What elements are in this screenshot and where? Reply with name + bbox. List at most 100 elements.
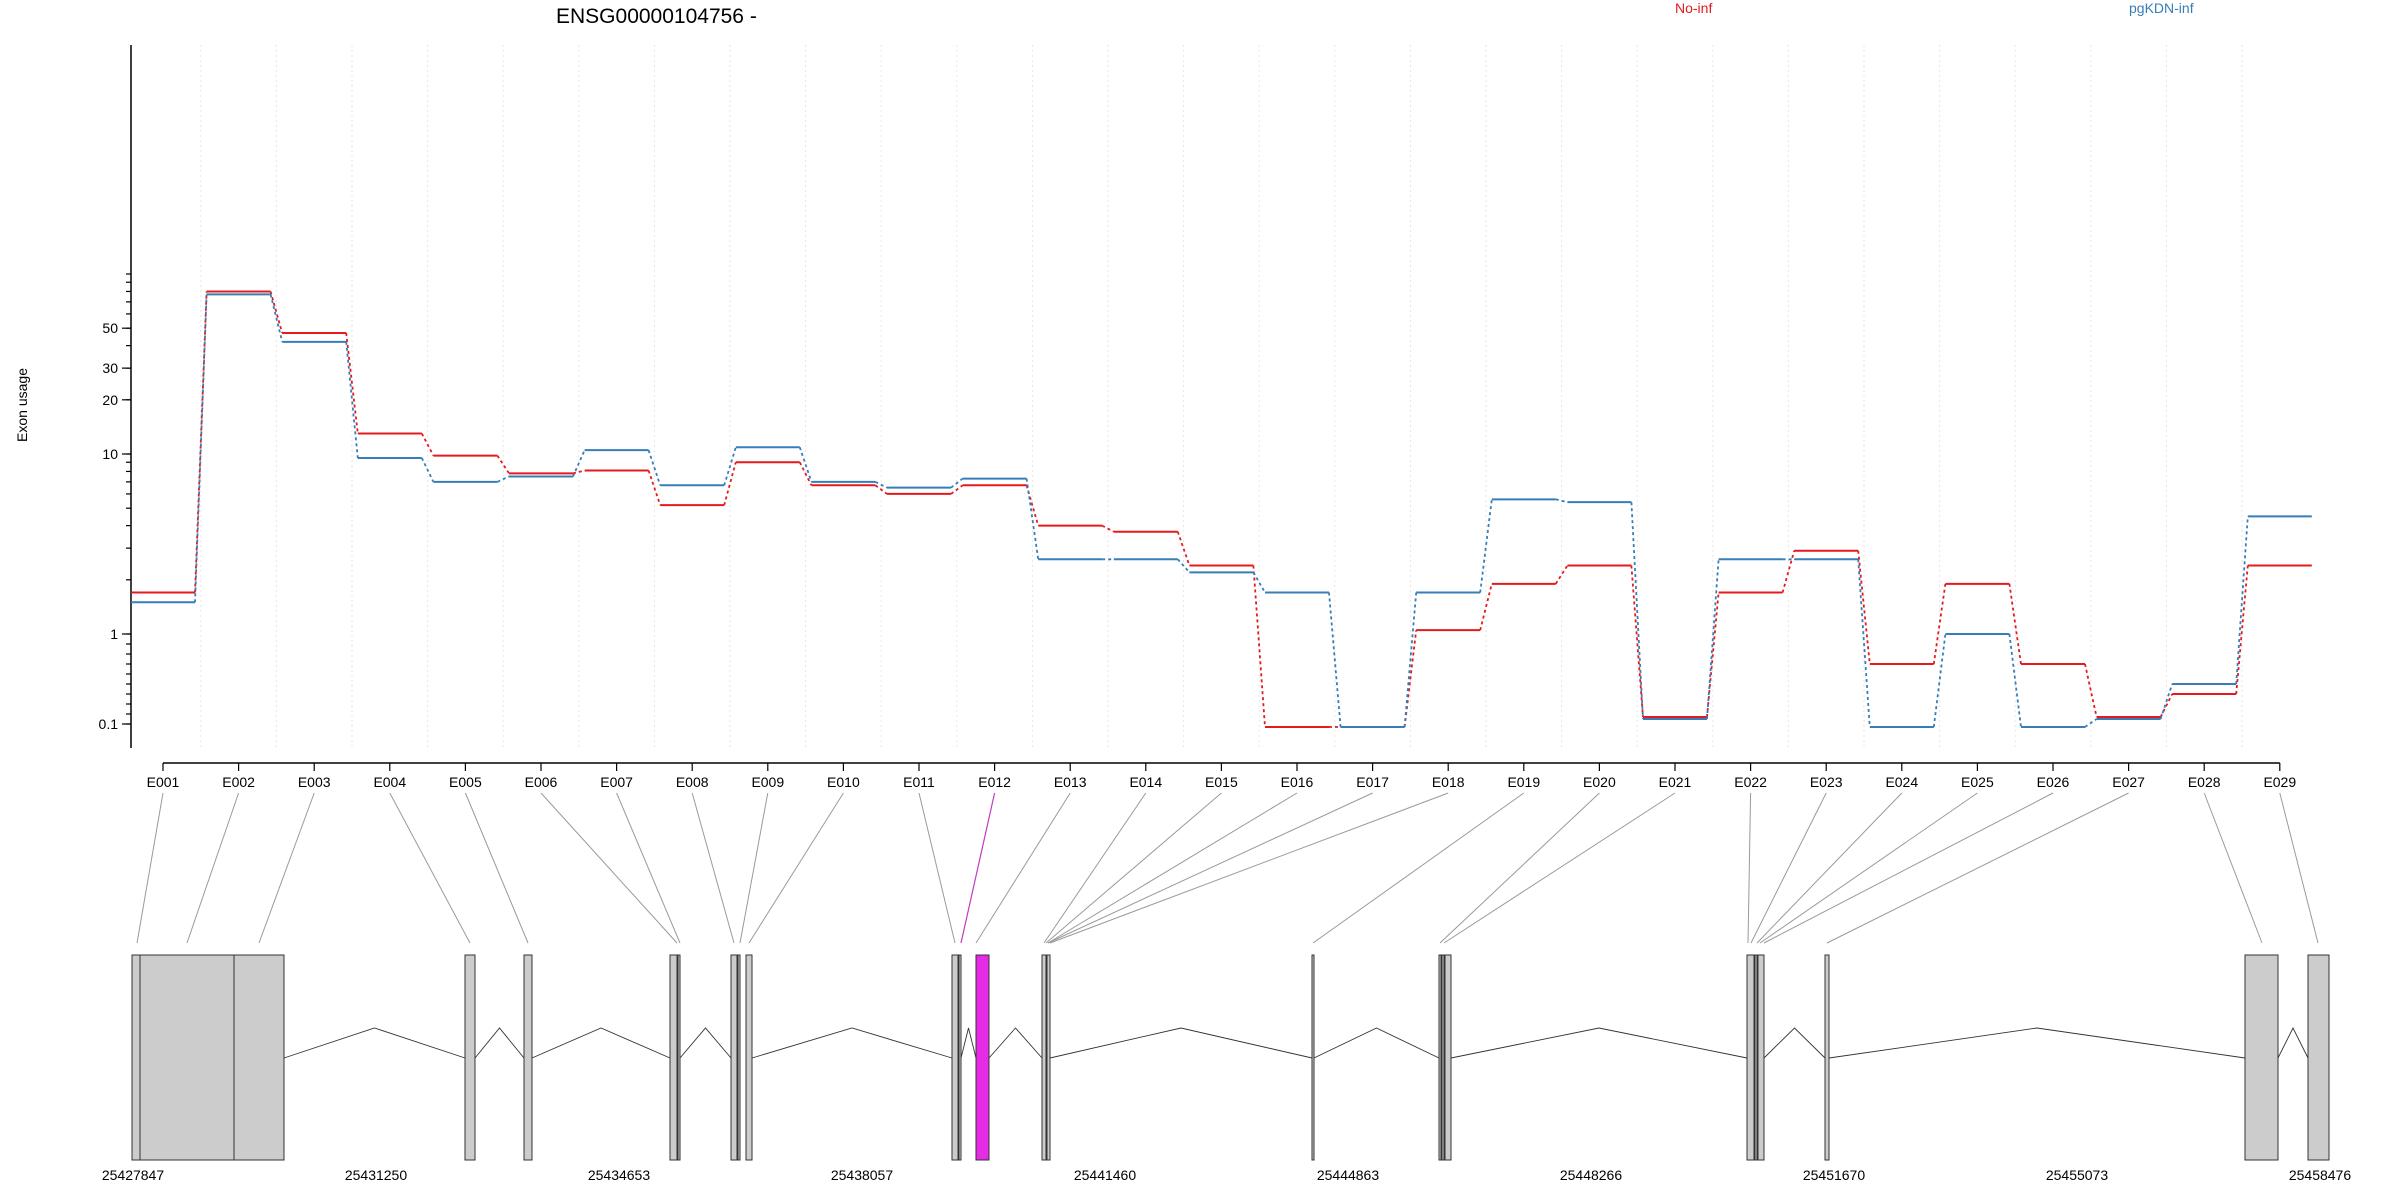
riser-no-inf	[2235, 565, 2249, 695]
x-tick-label-e011: E011	[903, 774, 935, 790]
exon-box	[523, 954, 533, 1161]
genomic-coordinate-label: 25427847	[102, 1167, 165, 1183]
intron	[988, 1027, 1043, 1059]
riser-no-inf	[723, 462, 737, 506]
genomic-coordinate-label: 25441460	[1074, 1167, 1137, 1183]
exon-connector-e011	[918, 792, 956, 944]
exon-box	[730, 954, 738, 1161]
exon-connector-e027	[1826, 792, 2129, 944]
legend-entry-pgkdn-inf: pgKDN-inf	[2129, 0, 2194, 16]
riser-pgkdn-inf	[798, 446, 813, 483]
genomic-coordinate-label: 25434653	[588, 1167, 651, 1183]
exon-connector-e019	[1312, 792, 1525, 944]
y-tick-label: 50	[102, 320, 118, 336]
exon-connector-e013	[975, 792, 1071, 944]
riser-pgkdn-inf	[345, 341, 359, 459]
x-tick-label-e012: E012	[978, 774, 1011, 790]
genomic-coordinate-label: 25448266	[1560, 1167, 1623, 1183]
exon-connector-e022	[1747, 792, 1752, 944]
y-tick-label: 1	[110, 626, 118, 642]
riser-no-inf	[2008, 583, 2022, 665]
riser-no-inf	[1479, 583, 1493, 631]
x-tick-label-e002: E002	[222, 774, 255, 790]
exon-box	[1444, 954, 1452, 1161]
riser-pgkdn-inf	[950, 477, 964, 489]
intron	[2277, 1026, 2309, 1059]
x-tick-label-e008: E008	[676, 774, 709, 790]
exon-box	[669, 954, 678, 1161]
exon-box-highlighted	[975, 954, 990, 1161]
intron	[1049, 1027, 1313, 1059]
riser-pgkdn-inf	[2084, 718, 2098, 728]
exon-box	[139, 954, 235, 1161]
exon-connector-e004	[389, 792, 471, 944]
y-tick-label: 10	[102, 446, 118, 462]
riser-pgkdn-inf	[1025, 478, 1040, 560]
riser-no-inf	[1857, 550, 1871, 665]
x-tick-label-e014: E014	[1129, 774, 1162, 790]
riser-pgkdn-inf	[497, 475, 510, 483]
legend-entry-no-inf: No-inf	[1675, 0, 1712, 16]
genomic-coordinate-label: 25455073	[2046, 1167, 2109, 1183]
exon-connector-e001	[136, 792, 164, 944]
genomic-coordinate-label: 25431250	[345, 1167, 408, 1183]
exon-box	[131, 954, 141, 1161]
riser-no-inf	[1932, 583, 1947, 665]
exon-connector-e012	[960, 792, 996, 944]
riser-no-inf	[647, 470, 662, 506]
exon-box	[951, 954, 959, 1161]
intron	[751, 1027, 953, 1059]
chart-title: ENSG00000104756 -	[556, 5, 757, 28]
y-tick-label: 0.1	[99, 716, 119, 732]
grid-layer	[200, 45, 2243, 748]
riser-no-inf	[1101, 524, 1115, 533]
riser-pgkdn-inf	[2235, 516, 2249, 685]
riser-no-inf	[1555, 565, 1569, 585]
x-tick-label-e026: E026	[2037, 774, 2070, 790]
riser-no-inf	[1706, 592, 1720, 718]
riser-pgkdn-inf	[420, 457, 435, 483]
x-tick-label-e009: E009	[751, 774, 784, 790]
riser-no-inf	[798, 461, 813, 486]
x-tick-label-e016: E016	[1281, 774, 1314, 790]
x-tick-label-e027: E027	[2112, 774, 2145, 790]
x-tick-label-e010: E010	[827, 774, 860, 790]
genomic-coordinate-label: 25458476	[2289, 1167, 2352, 1183]
riser-pgkdn-inf	[1555, 498, 1568, 504]
exon-box	[1046, 954, 1051, 1161]
riser-pgkdn-inf	[2159, 683, 2174, 720]
x-tick-label-e001: E001	[147, 774, 180, 790]
exon-connector-e009	[739, 792, 769, 944]
riser-no-inf	[572, 469, 585, 475]
exon-connector-e015	[1045, 792, 1222, 944]
x-tick-label-e017: E017	[1356, 774, 1389, 790]
exon-connector-e016	[1047, 792, 1298, 944]
riser-pgkdn-inf	[647, 449, 662, 486]
intron	[283, 1027, 466, 1059]
series-lines	[131, 290, 2312, 728]
exon-connector-e003	[258, 792, 315, 944]
exon-box	[1757, 954, 1765, 1161]
intron	[679, 1027, 732, 1059]
exon-box	[1311, 954, 1315, 1161]
exon-connector-e029	[2279, 792, 2319, 944]
exon-box	[464, 954, 476, 1161]
connector-layer	[136, 792, 2319, 944]
intron	[474, 1027, 525, 1059]
riser-no-inf	[1252, 565, 1266, 728]
riser-pgkdn-inf	[1706, 559, 1720, 720]
riser-no-inf	[2159, 693, 2174, 718]
exon-box	[233, 954, 285, 1161]
riser-pgkdn-inf	[1630, 502, 1644, 720]
x-tick-label-e019: E019	[1507, 774, 1540, 790]
x-tick-label-e013: E013	[1054, 774, 1087, 790]
x-tick-label-e024: E024	[1885, 774, 1918, 790]
genomic-coordinate-label: 25444863	[1317, 1167, 1380, 1183]
exon-box	[677, 954, 681, 1161]
axes: 0.1 1 10 20 30 50 E001 E002 E003 E004 E005 E006 E007…	[99, 45, 2296, 790]
exon-box	[1441, 954, 1445, 1161]
x-tick-label-e029: E029	[2263, 774, 2296, 790]
riser-no-inf	[874, 484, 888, 495]
x-tick-label-e005: E005	[449, 774, 482, 790]
